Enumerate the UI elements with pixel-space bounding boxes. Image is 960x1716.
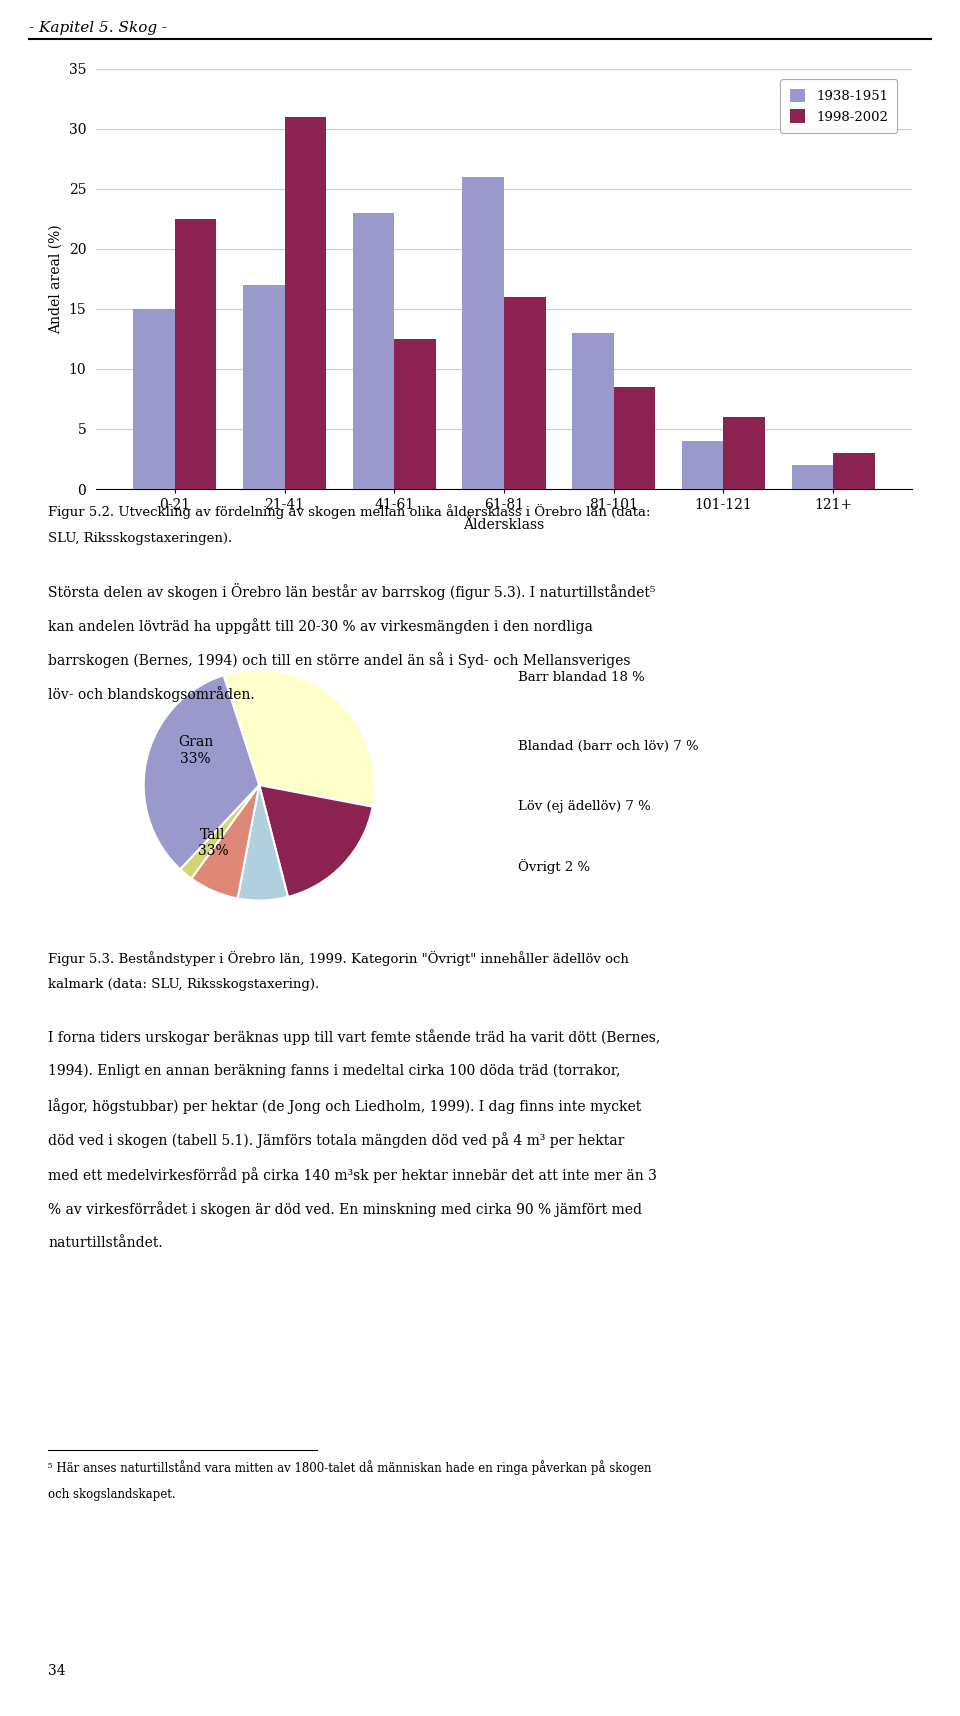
Bar [284,117,326,489]
Bar [724,417,765,489]
Bar [682,441,724,489]
Text: - Kapitel 5. Skog -: - Kapitel 5. Skog - [29,21,167,34]
Text: ⁵ Här anses naturtillstånd vara mitten av 1800-talet då människan hade en ringa : ⁵ Här anses naturtillstånd vara mitten a… [48,1460,652,1476]
Text: kan andelen lövträd ha uppgått till 20-30 % av virkesmängden i den nordliga: kan andelen lövträd ha uppgått till 20-3… [48,618,593,633]
Text: I forna tiders urskogar beräknas upp till vart femte stående träd ha varit dött : I forna tiders urskogar beräknas upp til… [48,1030,660,1045]
Text: lågor, högstubbar) per hektar (de Jong och Liedholm, 1999). I dag finns inte myc: lågor, högstubbar) per hektar (de Jong o… [48,1098,641,1114]
Text: kalmark (data: SLU, Riksskogstaxering).: kalmark (data: SLU, Riksskogstaxering). [48,978,320,992]
Text: och skogslandskapet.: och skogslandskapet. [48,1488,176,1502]
Bar [352,213,395,489]
Text: barrskogen (Bernes, 1994) och till en större andel än så i Syd- och Mellansverig: barrskogen (Bernes, 1994) och till en st… [48,652,631,668]
Text: med ett medelvirkesförråd på cirka 140 m³sk per hektar innebär det att inte mer : med ett medelvirkesförråd på cirka 140 m… [48,1167,657,1182]
Text: Övrigt 2 %: Övrigt 2 % [518,860,590,873]
Bar [504,297,545,489]
Wedge shape [224,669,374,807]
Wedge shape [144,674,259,870]
Bar [572,333,613,489]
Bar [395,340,436,489]
Bar [613,388,656,489]
Text: 34: 34 [48,1665,65,1678]
Text: Tall
33%: Tall 33% [198,827,228,858]
Text: Största delen av skogen i Örebro län består av barrskog (figur 5.3). I naturtill: Största delen av skogen i Örebro län bes… [48,583,656,601]
X-axis label: Åldersklass: Åldersklass [464,518,544,532]
Legend: 1938-1951, 1998-2002: 1938-1951, 1998-2002 [780,79,898,132]
Text: 1994). Enligt en annan beräkning fanns i medeltal cirka 100 döda träd (torrakor,: 1994). Enligt en annan beräkning fanns i… [48,1064,620,1078]
Wedge shape [180,786,259,879]
Text: löv- och blandskogsområden.: löv- och blandskogsområden. [48,686,254,702]
Bar [791,465,833,489]
Text: % av virkesförrådet i skogen är död ved. En minskning med cirka 90 % jämfört med: % av virkesförrådet i skogen är död ved.… [48,1201,642,1217]
Text: Gran
33%: Gran 33% [178,736,213,765]
Bar [133,309,175,489]
Text: Barr blandad 18 %: Barr blandad 18 % [518,671,645,685]
Y-axis label: Andel areal (%): Andel areal (%) [49,225,63,333]
Text: Figur 5.3. Beståndstyper i Örebro län, 1999. Kategorin "Övrigt" innehåller ädell: Figur 5.3. Beståndstyper i Örebro län, 1… [48,951,629,966]
Text: Blandad (barr och löv) 7 %: Blandad (barr och löv) 7 % [518,740,699,753]
Wedge shape [191,786,259,899]
Text: Löv (ej ädellöv) 7 %: Löv (ej ädellöv) 7 % [518,800,651,813]
Wedge shape [237,786,288,901]
Text: naturtillståndet.: naturtillståndet. [48,1236,162,1249]
Bar [463,177,504,489]
Wedge shape [259,786,372,897]
Bar [175,218,217,489]
Text: död ved i skogen (tabell 5.1). Jämförs totala mängden död ved på 4 m³ per hektar: död ved i skogen (tabell 5.1). Jämförs t… [48,1133,624,1148]
Bar [833,453,875,489]
Bar [243,285,284,489]
Text: SLU, Riksskogstaxeringen).: SLU, Riksskogstaxeringen). [48,532,232,546]
Text: Figur 5.2. Utveckling av fördelning av skogen mellan olika åldersklass i Örebro : Figur 5.2. Utveckling av fördelning av s… [48,505,651,520]
